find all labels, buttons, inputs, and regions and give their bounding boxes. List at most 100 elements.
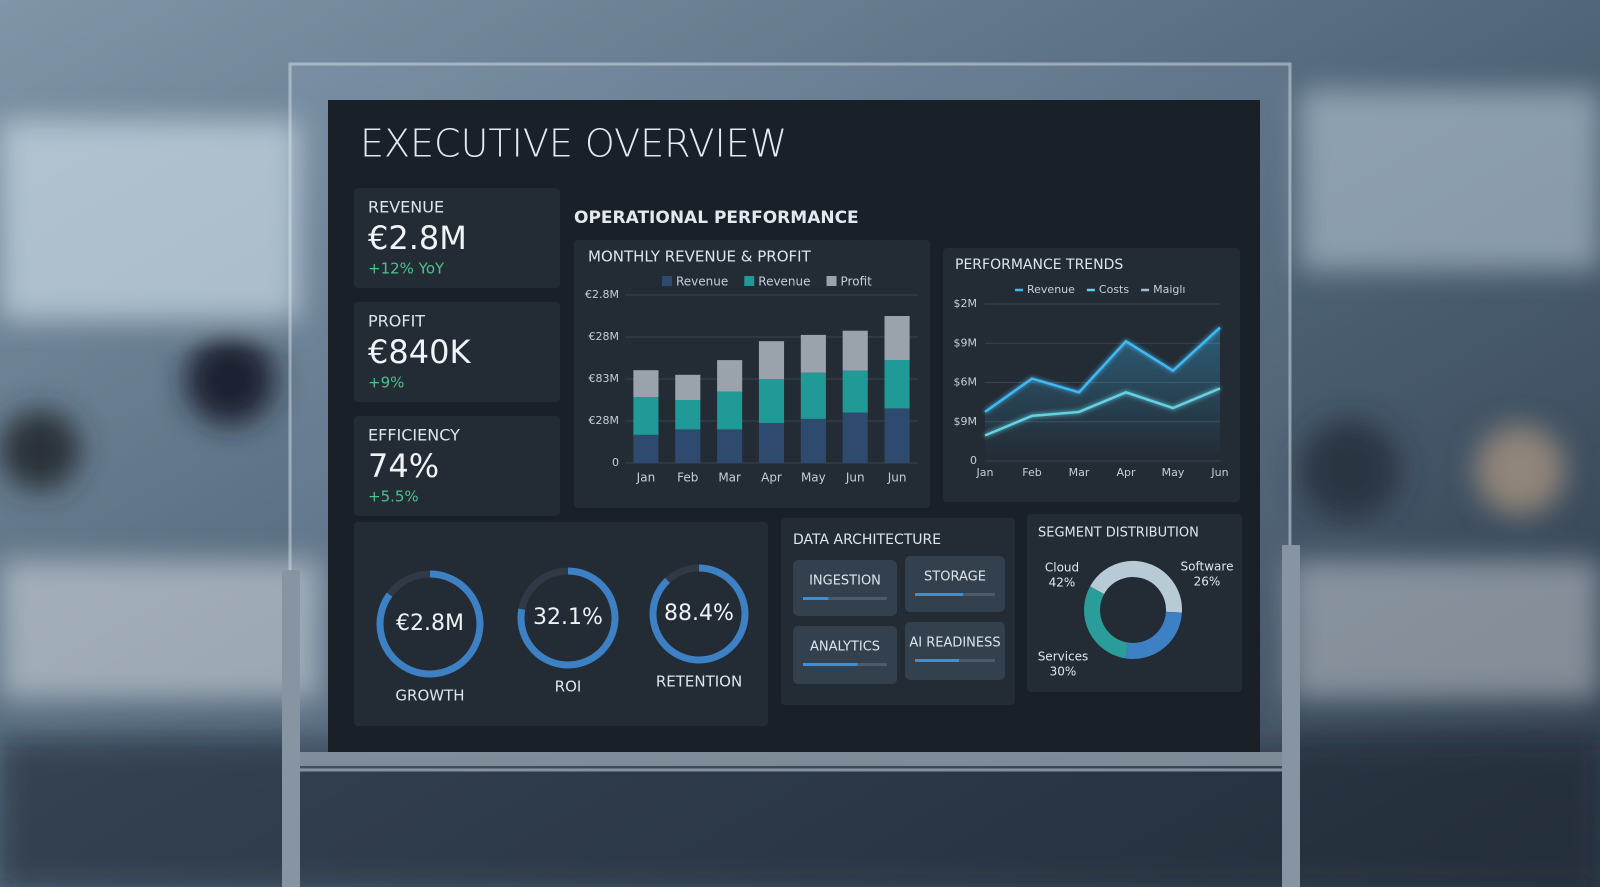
bar-segment [842,370,868,413]
segment-panel [1027,514,1242,692]
donut-segment [1125,611,1182,659]
line-series [984,387,1221,437]
x-tick-label: Jun [887,471,907,485]
y-tick-label: $2M [954,297,978,310]
kpi-card [354,302,560,402]
bar-segment [884,316,910,361]
x-tick-label: Mar [718,471,741,485]
x-tick-label: May [801,471,826,485]
gauge-label: GROWTH [395,687,464,705]
x-tick-label: Jan [976,466,994,479]
module-tile [793,626,897,684]
x-tick-label: Feb [1022,466,1041,479]
stand-bar [300,752,1282,766]
legend-label: Revenue [1027,283,1075,296]
bar-segment [758,341,785,379]
bar-segment [717,391,743,430]
legend-swatch [662,276,672,286]
x-tick-label: Apr [761,471,782,485]
segment-name: Software [1181,560,1234,574]
kpi-change: +5.5% [368,488,419,506]
y-tick-label: $9M [954,336,978,349]
y-tick-label: $9M [954,415,978,428]
gauge-value: €2.8M [396,611,464,636]
bar-segment [800,334,826,373]
module-label: AI READINESS [909,636,1000,651]
bar-segment [633,397,659,435]
bar-segment [675,400,701,430]
line-series [984,326,1221,413]
bar-segment [842,412,868,463]
segment-value: 26% [1194,575,1221,589]
module-tile [905,622,1005,680]
bar-segment [800,372,826,419]
module-tile [793,560,897,616]
legend-label: Revenue [758,275,810,289]
y-tick-label: €28M [589,330,620,343]
gauge-arc [517,567,619,669]
module-progress [803,597,829,600]
module-progress [915,659,959,662]
line-chart-title: PERFORMANCE TRENDS [955,257,1123,273]
section-title: OPERATIONAL PERFORMANCE [574,208,859,228]
module-tile [905,556,1005,612]
module-label: ANALYTICS [810,640,880,655]
x-tick-label: Apr [1116,466,1136,479]
bar-chart-title: MONTHLY REVENUE & PROFIT [588,248,812,266]
y-tick-label: $6M [954,376,978,389]
x-tick-label: Jun [1210,466,1228,479]
gauge-arc [649,564,749,664]
module-track [803,597,887,600]
x-tick-label: May [1162,466,1185,479]
bar-segment [633,370,659,398]
bar-segment [884,408,910,463]
y-tick-label: €83M [589,372,620,385]
y-tick-label: €28M [589,414,620,427]
donut-segment [1084,586,1129,659]
bar-segment [842,330,868,371]
bar-panel [574,240,930,508]
kpi-value: €840K [368,333,471,371]
kpi-label: REVENUE [368,198,444,217]
segment-value: 42% [1049,576,1076,590]
module-progress [803,663,858,666]
module-progress [915,593,963,596]
kpi-change: +9% [368,374,404,392]
legend-swatch [744,276,755,286]
kpi-card [354,416,560,516]
segment-value: 30% [1050,665,1077,679]
x-tick-label: Jun [845,471,865,485]
stand-right [1282,545,1300,887]
bar-segment [717,429,743,463]
gauge-label: ROI [555,678,582,696]
legend-label: Costs [1099,283,1129,296]
gauge-value: 32.1% [533,605,603,630]
x-tick-label: Jan [636,471,656,485]
kpi-label: EFFICIENCY [368,426,460,445]
gauges-panel [354,522,768,726]
legend-label: Revenue [676,275,728,289]
bar-segment [758,423,785,463]
bar-segment [675,429,701,463]
gauge-arc [376,570,484,678]
bar-segment [884,360,910,409]
legend-label: Profit [841,275,873,289]
line-area [985,327,1220,461]
kpi-label: PROFIT [368,312,425,331]
y-tick-label: 0 [612,456,619,469]
module-label: STORAGE [924,570,986,585]
donut-segment [1090,561,1182,613]
bar-segment [675,374,701,400]
stand-left [282,570,300,887]
bar-segment [633,434,659,463]
gauge-value: 88.4% [664,601,734,626]
kpi-change: +12% YoY [368,260,445,278]
gauge-label: RETENTION [656,673,742,691]
office-blur [0,90,1600,887]
segment-name: Cloud [1045,561,1079,575]
segment-name: Services [1038,650,1089,664]
kpi-card [354,188,560,288]
dashboard-title: EXECUTIVE OVERVIEW [360,122,787,166]
